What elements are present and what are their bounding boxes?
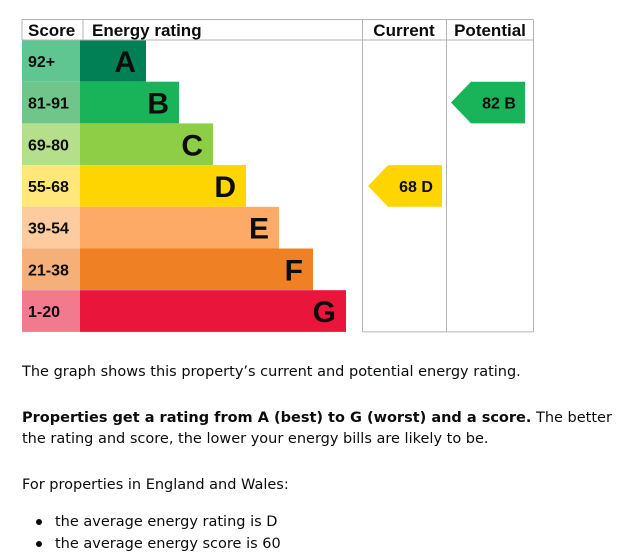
score-label-g: 1-20 [28, 304, 60, 321]
score-label-d: 55-68 [28, 179, 69, 196]
rating-explanation-bold: Properties get a rating from A (best) to… [22, 410, 532, 426]
rating-explanation-rest: The better the rating and score, the low… [22, 410, 612, 447]
rating-bar-b [80, 81, 179, 124]
description-paragraph: The graph shows this property’s current … [22, 364, 521, 380]
score-cell-g [22, 290, 80, 332]
rating-letter-e: E [249, 213, 269, 246]
header-energy-rating: Energy rating [92, 21, 202, 40]
england-wales-intro: For properties in England and Wales: [22, 477, 289, 493]
rating-explanation-paragraph: Properties get a rating from A (best) to… [22, 408, 622, 450]
rating-letter-c: C [181, 129, 203, 162]
potential-rating-label: 82 B [482, 96, 516, 113]
score-cell-d [22, 165, 80, 207]
score-label-f: 21-38 [28, 262, 69, 279]
energy-rating-chart: 92+ A81-91 B69-80 C55-68 D39-54 E21-38 F1-20 G … [21, 19, 534, 333]
rating-letter-g: G [313, 296, 336, 329]
rating-bar-f [80, 248, 313, 291]
current-rating-label: 68 D [399, 179, 433, 196]
header-potential: Potential [454, 21, 526, 40]
rating-bar-e [80, 206, 279, 249]
list-item: the average energy score is 60 [22, 533, 281, 555]
rating-letter-b: B [147, 88, 169, 121]
rating-bar-c [80, 123, 213, 166]
rating-letter-a: A [114, 46, 136, 79]
score-cell-b [22, 81, 80, 124]
rating-letter-f: F [285, 254, 303, 287]
score-label-c: 69-80 [28, 137, 69, 154]
header-score: Score [28, 21, 75, 40]
current-rating-arrow [368, 165, 442, 207]
score-cell-a [22, 40, 80, 82]
rating-letter-d: D [214, 171, 236, 204]
averages-list: the average energy rating is D the avera… [22, 511, 281, 555]
score-cell-c [22, 123, 80, 166]
score-label-e: 39-54 [28, 221, 69, 238]
list-item: the average energy rating is D [22, 511, 281, 533]
rating-bar-d [80, 165, 246, 207]
rating-bar-g [80, 290, 346, 332]
score-cell-e [22, 206, 80, 249]
score-label-b: 81-91 [28, 96, 69, 113]
score-cell-f [22, 248, 80, 291]
potential-rating-arrow [451, 81, 525, 124]
header-current: Current [373, 21, 435, 40]
score-label-a: 92+ [28, 54, 55, 71]
rating-bar-a [80, 40, 146, 82]
